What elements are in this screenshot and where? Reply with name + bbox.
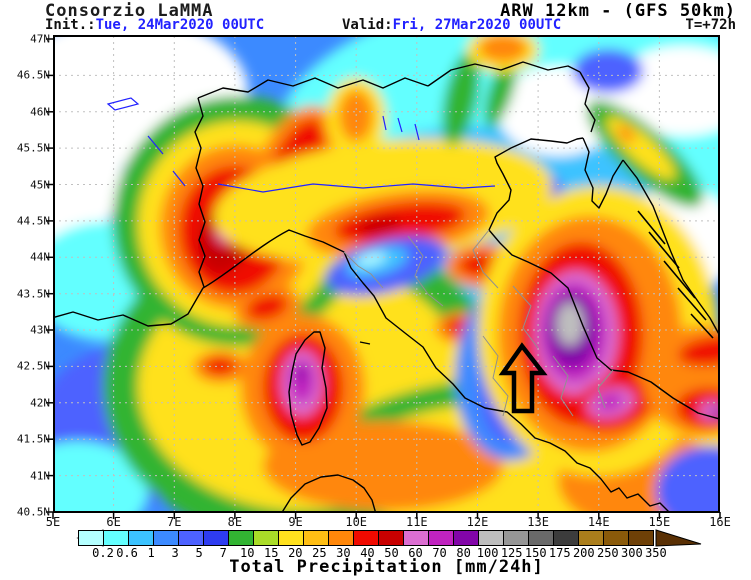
lon-tick-label: 10E — [345, 515, 368, 529]
axis-ticks — [46, 38, 721, 519]
legend-value: 3 — [171, 546, 179, 560]
coastlines — [53, 61, 720, 512]
lat-tick-label: 47N — [30, 32, 50, 46]
lon-tick-label: 12E — [466, 515, 489, 529]
grid-lines — [53, 36, 720, 512]
lat-tick-label: 43N — [30, 323, 50, 337]
lat-tick-label: 44.5N — [16, 214, 50, 228]
legend-segment — [503, 530, 528, 546]
legend-value: 100 — [476, 546, 499, 560]
legend-value: 30 — [336, 546, 351, 560]
legend-segment — [603, 530, 628, 546]
lat-tick-label: 46N — [30, 105, 50, 119]
lat-tick-label: 45.5N — [16, 141, 50, 155]
color-scale-bar — [78, 530, 654, 546]
legend-segment — [378, 530, 403, 546]
lat-tick-label: 41N — [30, 469, 50, 483]
legend-end-pointer — [655, 529, 702, 547]
init-label: Init.: — [45, 17, 96, 33]
lon-tick-label: 16E — [709, 515, 731, 529]
legend-segment — [178, 530, 203, 546]
lat-tick-label: 42N — [30, 396, 50, 410]
valid-value: Fri, 27Mar2020 00UTC — [392, 17, 562, 33]
legend-segment — [453, 530, 478, 546]
legend-segment — [428, 530, 453, 546]
legend-segment — [128, 530, 153, 546]
legend-segment — [478, 530, 503, 546]
legend-segment — [253, 530, 278, 546]
page-title: Consorzio LaMMA — [45, 1, 214, 21]
legend-value: 15 — [264, 546, 279, 560]
lon-tick-label: 13E — [527, 515, 549, 529]
region-borders — [343, 229, 614, 417]
legend-value: 80 — [456, 546, 471, 560]
lon-tick-label: 6E — [106, 515, 121, 529]
legend-segment — [328, 530, 353, 546]
legend-value: 7 — [219, 546, 227, 560]
legend-value: 60 — [408, 546, 423, 560]
lon-tick-label: 15E — [648, 515, 671, 529]
legend-segment — [228, 530, 253, 546]
lat-tick-label: 45N — [30, 178, 50, 192]
legend-value: 25 — [312, 546, 327, 560]
lon-tick-label: 7E — [167, 515, 182, 529]
legend-segment — [78, 530, 103, 546]
lat-tick-label: 44N — [30, 250, 50, 264]
up-arrow-icon — [498, 342, 548, 414]
legend-segment — [528, 530, 553, 546]
legend-value: 50 — [384, 546, 399, 560]
legend-value: 20 — [288, 546, 303, 560]
legend-value: 1 — [147, 546, 155, 560]
legend-value: 0.6 — [116, 546, 138, 560]
legend-segment — [278, 530, 303, 546]
lead-time: T=+72h — [685, 17, 736, 33]
lon-tick-label: 14E — [587, 515, 610, 529]
legend-value: 175 — [548, 546, 571, 560]
valid-time: Valid:Fri, 27Mar2020 00UTC — [342, 17, 561, 33]
legend-value: 300 — [621, 546, 643, 560]
lat-tick-label: 41.5N — [16, 432, 50, 446]
legend-value: 40 — [360, 546, 375, 560]
legend-segment — [203, 530, 228, 546]
legend-segment — [553, 530, 578, 546]
init-value: Tue, 24Mar2020 00UTC — [95, 17, 265, 33]
lon-tick-label: 5E — [45, 515, 61, 529]
lat-tick-label: 46.5N — [16, 68, 50, 82]
map-frame — [53, 35, 720, 513]
legend-value: 10 — [240, 546, 255, 560]
legend-caption: Total Precipitation [mm/24h] — [229, 557, 544, 577]
valid-label: Valid: — [342, 17, 393, 33]
legend-segment — [403, 530, 428, 546]
legend-segment — [578, 530, 603, 546]
lon-tick-label: 8E — [227, 515, 243, 529]
legend-segment — [353, 530, 378, 546]
lon-tick-label: 11E — [405, 515, 428, 529]
lat-tick-label: 42.5N — [16, 359, 50, 373]
rivers — [106, 97, 496, 193]
legend-segment — [103, 530, 128, 546]
legend-value: 150 — [524, 546, 547, 560]
map-area — [53, 36, 720, 512]
legend-value: 125 — [500, 546, 523, 560]
legend-segment — [153, 530, 178, 546]
model-title: ARW 12km - (GFS 50km) — [500, 1, 736, 21]
legend-value: 350 — [645, 546, 667, 560]
legend-segment — [303, 530, 328, 546]
lon-tick-label: 9E — [288, 515, 303, 529]
precipitation-field — [53, 36, 720, 512]
legend-value: 250 — [596, 546, 619, 560]
legend-value: 200 — [572, 546, 595, 560]
legend-value: 70 — [432, 546, 447, 560]
legend-segment — [628, 530, 654, 546]
lat-tick-label: 40.5N — [16, 505, 50, 519]
legend-value: 5 — [195, 546, 203, 560]
legend-value: 0.2 — [92, 546, 114, 560]
init-time: Init.:Tue, 24Mar2020 00UTC — [45, 17, 264, 33]
lat-tick-label: 43.5N — [16, 287, 50, 301]
